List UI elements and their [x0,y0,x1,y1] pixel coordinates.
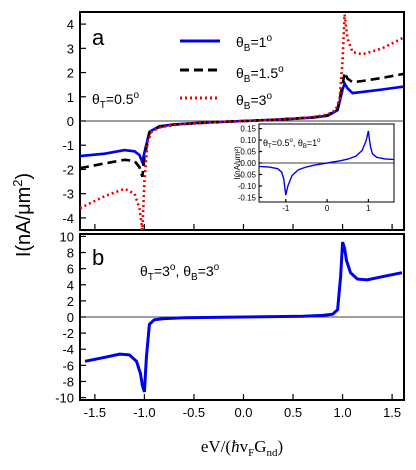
panel-a-legend: θB=1o θB=1.5o θB=3o [180,33,284,112]
panel-b-annotation: θT=3o, θB=3o [140,262,220,283]
panel-b-y-tick-label: 0 [67,310,74,325]
inset-y-tick-label: 0.10 [240,136,256,145]
panel-a-y-ticks: -4 -3 -2 -1 0 1 2 3 4 [62,17,86,226]
panel-a-letter: a [92,25,105,50]
panel-b-y-tick-label: -4 [62,342,74,357]
panel-a-inset: -0.15 -0.10 -0.05 0.00 0.05 0.10 0.15 -1 0 1 θT=… [233,123,395,213]
inset-series-line [258,130,395,196]
panel-b-letter: b [92,245,104,270]
inset-y-tick-label: -0.05 [238,170,257,179]
panel-a: -4 -3 -2 -1 0 1 2 3 4 a θT=0.5o θB=1o θB=1.5o θB… [62,11,405,231]
panel-b-x-tick-label: 1.0 [334,405,352,420]
panel-b-y-tick-label: 2 [67,294,74,309]
panel-b-y-tick-label: 10 [60,229,74,244]
legend-label-theta-b-3: θB=3o [236,91,272,112]
panel-b-x-tick-label: 0.5 [284,405,302,420]
x-axis-label: eV/(ħvFGnd) [201,437,283,459]
panel-b-y-tick-label: 4 [67,278,74,293]
panel-a-series [79,14,405,231]
inset-x-tick-label: 1 [366,204,371,213]
series-theta-b-1-5 [79,68,405,178]
inset-y-tick-label: -0.10 [238,182,257,191]
panel-a-y-tick-label: 2 [67,66,74,81]
legend-label-theta-b-1-5: θB=1.5o [236,64,284,85]
inset-x-tick-label: -1 [282,204,290,213]
inset-series [258,130,395,196]
legend-label-theta-b-1: θB=1o [236,33,272,54]
panel-b-x-tick-label: 1.5 [383,405,401,420]
panel-b-x-ticks: -1.5 -1.0 -0.5 0.0 0.5 1.0 1.5 [84,224,401,420]
panel-b-y-tick-label: -8 [62,374,74,389]
panel-b-series-line [84,241,403,393]
series-theta-b-3 [79,14,405,231]
panel-b-y-tick-label: -6 [62,358,74,373]
inset-y-tick-label: -0.15 [238,193,257,202]
panel-b-x-tick-label: -0.5 [183,405,205,420]
panel-b-x-tick-label: -1.5 [84,405,106,420]
y-axis-label: I(nA/μm2) [10,173,35,257]
panel-a-y-tick-label: 0 [67,114,74,129]
panel-a-y-tick-label: -4 [62,211,74,226]
panel-a-y-tick-label: 4 [67,17,74,32]
inset-y-tick-label: 0.05 [240,148,256,157]
panel-a-y-tick-label: 1 [67,90,74,105]
panel-a-y-tick-label: -2 [62,162,74,177]
panel-a-annotation: θT=0.5o [92,90,140,111]
panel-b-series [84,241,403,393]
inset-y-axis-label: I(nA/μm²) [233,146,242,180]
inset-y-tick-label: 0.00 [240,159,256,168]
inset-x-ticks: -1 0 1 [282,199,371,213]
panel-b-y-tick-label: 8 [67,246,74,261]
inset-y-tick-label: 0.15 [240,125,256,134]
panel-b-y-tick-label: -2 [62,326,74,341]
panel-a-y-tick-label: 3 [67,41,74,56]
panel-b-y-tick-label: -10 [55,391,74,406]
panel-a-y-tick-label: -3 [62,187,74,202]
panel-a-y-tick-label: -1 [62,138,74,153]
panel-b-x-tick-label: 0.0 [234,405,252,420]
inset-x-tick-label: 0 [325,204,330,213]
inset-annotation: θT=0.5o, θB=1o [263,138,321,150]
inset-y-ticks: -0.15 -0.10 -0.05 0.00 0.05 0.10 0.15 [238,125,262,202]
panel-b-y-tick-label: 6 [67,262,74,277]
panel-b-x-tick-label: -1.0 [133,405,155,420]
